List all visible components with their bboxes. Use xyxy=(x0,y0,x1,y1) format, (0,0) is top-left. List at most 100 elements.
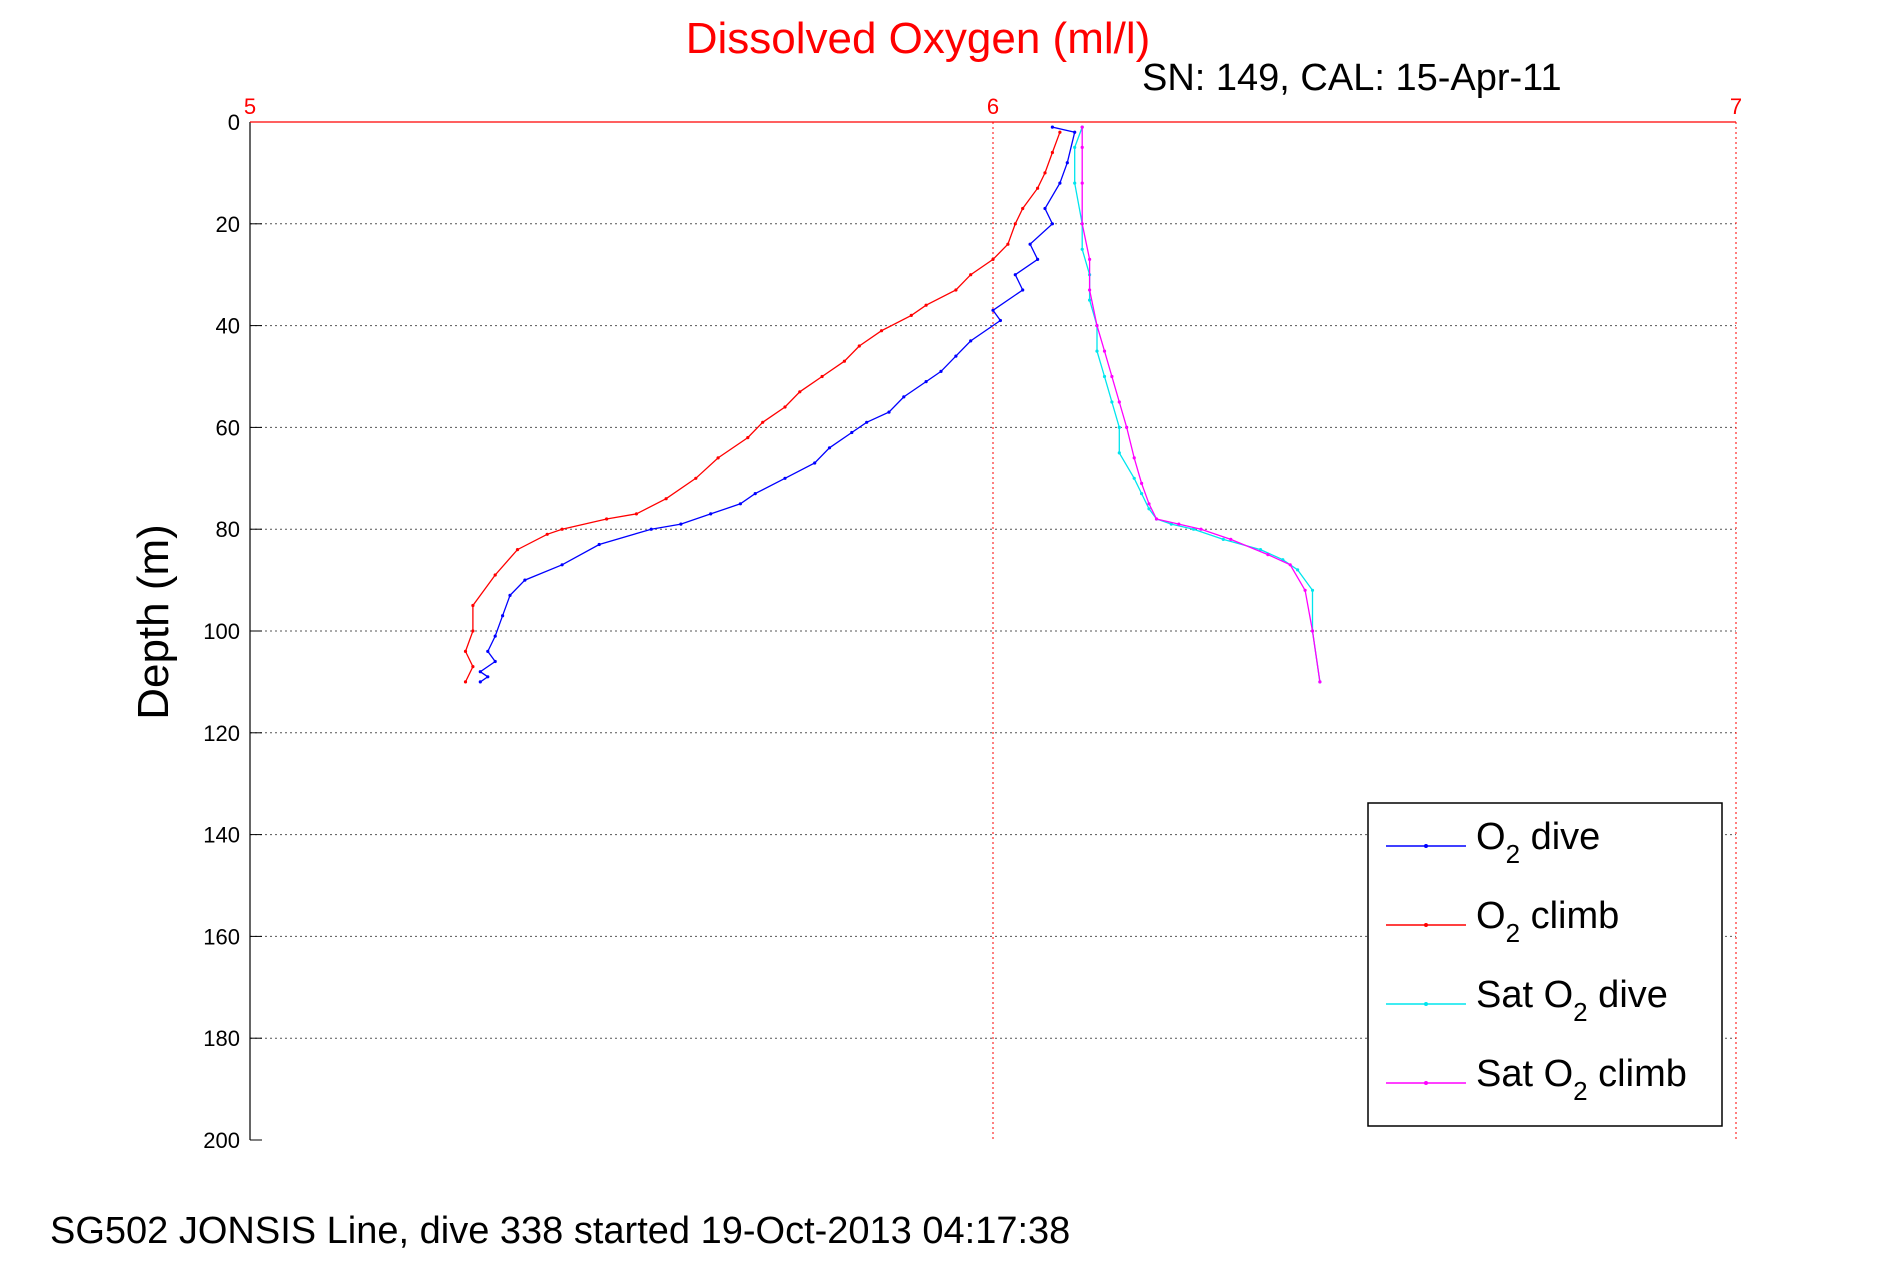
data-point-sat-o2-dive xyxy=(1117,425,1121,429)
data-point-sat-o2-climb xyxy=(1080,125,1084,129)
data-point-sat-o2-dive xyxy=(1140,492,1144,496)
data-point-o2-climb xyxy=(463,680,468,684)
data-point-sat-o2-climb xyxy=(1080,222,1084,226)
data-point-sat-o2-climb xyxy=(1266,553,1270,557)
legend-label-o2-climb: O2 climb xyxy=(1476,895,1619,948)
data-point-o2-dive xyxy=(709,512,713,516)
data-point-o2-dive xyxy=(486,675,490,679)
data-point-o2-dive xyxy=(493,634,497,638)
data-point-o2-dive xyxy=(738,502,743,506)
data-point-o2-dive xyxy=(969,339,973,343)
dive-info-footer: SG502 JONSIS Line, dive 338 started 19-O… xyxy=(50,1210,1071,1252)
data-point-o2-dive xyxy=(783,476,787,480)
data-point-o2-dive xyxy=(850,430,854,435)
data-point-sat-o2-climb xyxy=(1310,629,1315,633)
data-point-o2-climb xyxy=(783,405,787,409)
data-point-o2-dive xyxy=(813,461,817,465)
data-point-o2-dive xyxy=(649,527,653,531)
data-point-sat-o2-climb xyxy=(1080,145,1084,149)
legend-marker xyxy=(1424,1081,1428,1085)
data-point-o2-dive xyxy=(1065,161,1069,165)
legend-marker xyxy=(1424,923,1428,927)
x-tick-label: 6 xyxy=(987,94,999,119)
data-point-o2-climb xyxy=(991,257,995,261)
data-point-o2-dive xyxy=(954,354,958,358)
data-point-sat-o2-climb xyxy=(1110,374,1114,379)
data-point-sat-o2-dive xyxy=(1169,522,1173,526)
chart-subtitle: SN: 149, CAL: 15-Apr-11 xyxy=(1142,57,1562,99)
data-point-sat-o2-climb xyxy=(1154,517,1159,521)
data-point-sat-o2-dive xyxy=(1073,145,1077,149)
legend: O2 dive O2 climb Sat O2 dive Sat O2 climb xyxy=(1367,802,1723,1127)
series-line-sat-o2-dive xyxy=(1074,126,1321,682)
data-point-o2-dive xyxy=(486,649,490,654)
data-point-o2-dive xyxy=(1028,242,1032,246)
data-point-sat-o2-dive xyxy=(1296,568,1300,572)
data-point-sat-o2-climb xyxy=(1288,563,1292,567)
y-tick-label: 200 xyxy=(203,1128,240,1153)
data-point-o2-dive xyxy=(1073,130,1077,134)
data-point-o2-climb xyxy=(463,649,468,654)
series-layer xyxy=(463,125,1322,684)
data-point-sat-o2-climb xyxy=(1095,324,1099,328)
data-point-o2-climb xyxy=(716,456,720,460)
data-point-o2-dive xyxy=(478,670,482,674)
data-point-o2-climb xyxy=(954,288,958,292)
data-point-sat-o2-dive xyxy=(1310,588,1315,592)
data-point-o2-dive xyxy=(1013,273,1017,277)
y-tick-label: 140 xyxy=(203,823,240,848)
data-point-sat-o2-climb xyxy=(1117,400,1121,404)
data-point-o2-climb xyxy=(471,665,475,669)
data-point-o2-climb xyxy=(820,374,824,379)
data-point-sat-o2-dive xyxy=(1102,374,1107,379)
data-point-sat-o2-climb xyxy=(1199,527,1203,531)
y-tick-label: 60 xyxy=(216,415,240,440)
data-point-o2-dive xyxy=(493,659,497,664)
legend-label-o2-dive: O2 dive xyxy=(1476,816,1600,869)
data-point-o2-dive xyxy=(1021,288,1025,292)
data-point-o2-climb xyxy=(1036,186,1040,190)
data-point-sat-o2-climb xyxy=(1088,257,1092,261)
data-point-o2-climb xyxy=(798,390,802,394)
data-point-sat-o2-climb xyxy=(1318,680,1322,684)
y-axis-label: Depth (m) xyxy=(129,524,178,720)
data-point-sat-o2-dive xyxy=(1117,451,1121,455)
y-tick-label: 80 xyxy=(216,517,240,542)
data-point-o2-dive xyxy=(998,318,1003,323)
data-point-sat-o2-climb xyxy=(1303,588,1307,592)
data-point-sat-o2-climb xyxy=(1147,502,1151,506)
data-point-o2-dive xyxy=(887,410,891,414)
y-tick-label: 0 xyxy=(228,110,240,135)
data-point-sat-o2-climb xyxy=(1177,522,1181,526)
data-point-o2-climb xyxy=(515,548,520,552)
legend-marker xyxy=(1424,1002,1428,1006)
data-point-sat-o2-dive xyxy=(1088,298,1092,302)
data-point-sat-o2-dive xyxy=(1080,247,1084,251)
data-point-sat-o2-climb xyxy=(1125,425,1129,429)
data-point-o2-climb xyxy=(1043,171,1047,175)
data-point-o2-dive xyxy=(478,680,482,684)
legend-label-sat-o2-dive: Sat O2 dive xyxy=(1476,974,1668,1027)
legend-marker xyxy=(1424,844,1428,848)
data-point-o2-climb xyxy=(634,512,639,516)
data-point-sat-o2-dive xyxy=(1095,349,1099,353)
data-point-o2-dive xyxy=(501,614,505,618)
data-point-o2-climb xyxy=(746,436,750,440)
data-point-o2-dive xyxy=(1050,125,1054,129)
series-line-o2-climb xyxy=(464,131,1061,683)
series-line-sat-o2-climb xyxy=(1081,127,1321,682)
x-tick-label: 5 xyxy=(244,94,256,119)
data-point-o2-dive xyxy=(679,522,683,526)
data-point-o2-climb xyxy=(471,629,475,633)
data-point-o2-dive xyxy=(865,420,869,424)
data-point-o2-dive xyxy=(1050,222,1054,226)
data-point-o2-climb xyxy=(1021,206,1025,211)
data-point-o2-dive xyxy=(902,395,906,399)
data-point-o2-climb xyxy=(761,420,765,424)
data-point-o2-climb xyxy=(857,344,861,348)
axis-layer: 0 20 40 60 80 100 120 140 160 180 200 5 6 7 xyxy=(203,94,1742,1153)
y-tick-label: 20 xyxy=(216,212,240,237)
data-point-o2-climb xyxy=(879,329,884,333)
data-point-o2-dive xyxy=(1043,206,1047,211)
legend-label-sat-o2-climb: Sat O2 climb xyxy=(1476,1053,1687,1106)
